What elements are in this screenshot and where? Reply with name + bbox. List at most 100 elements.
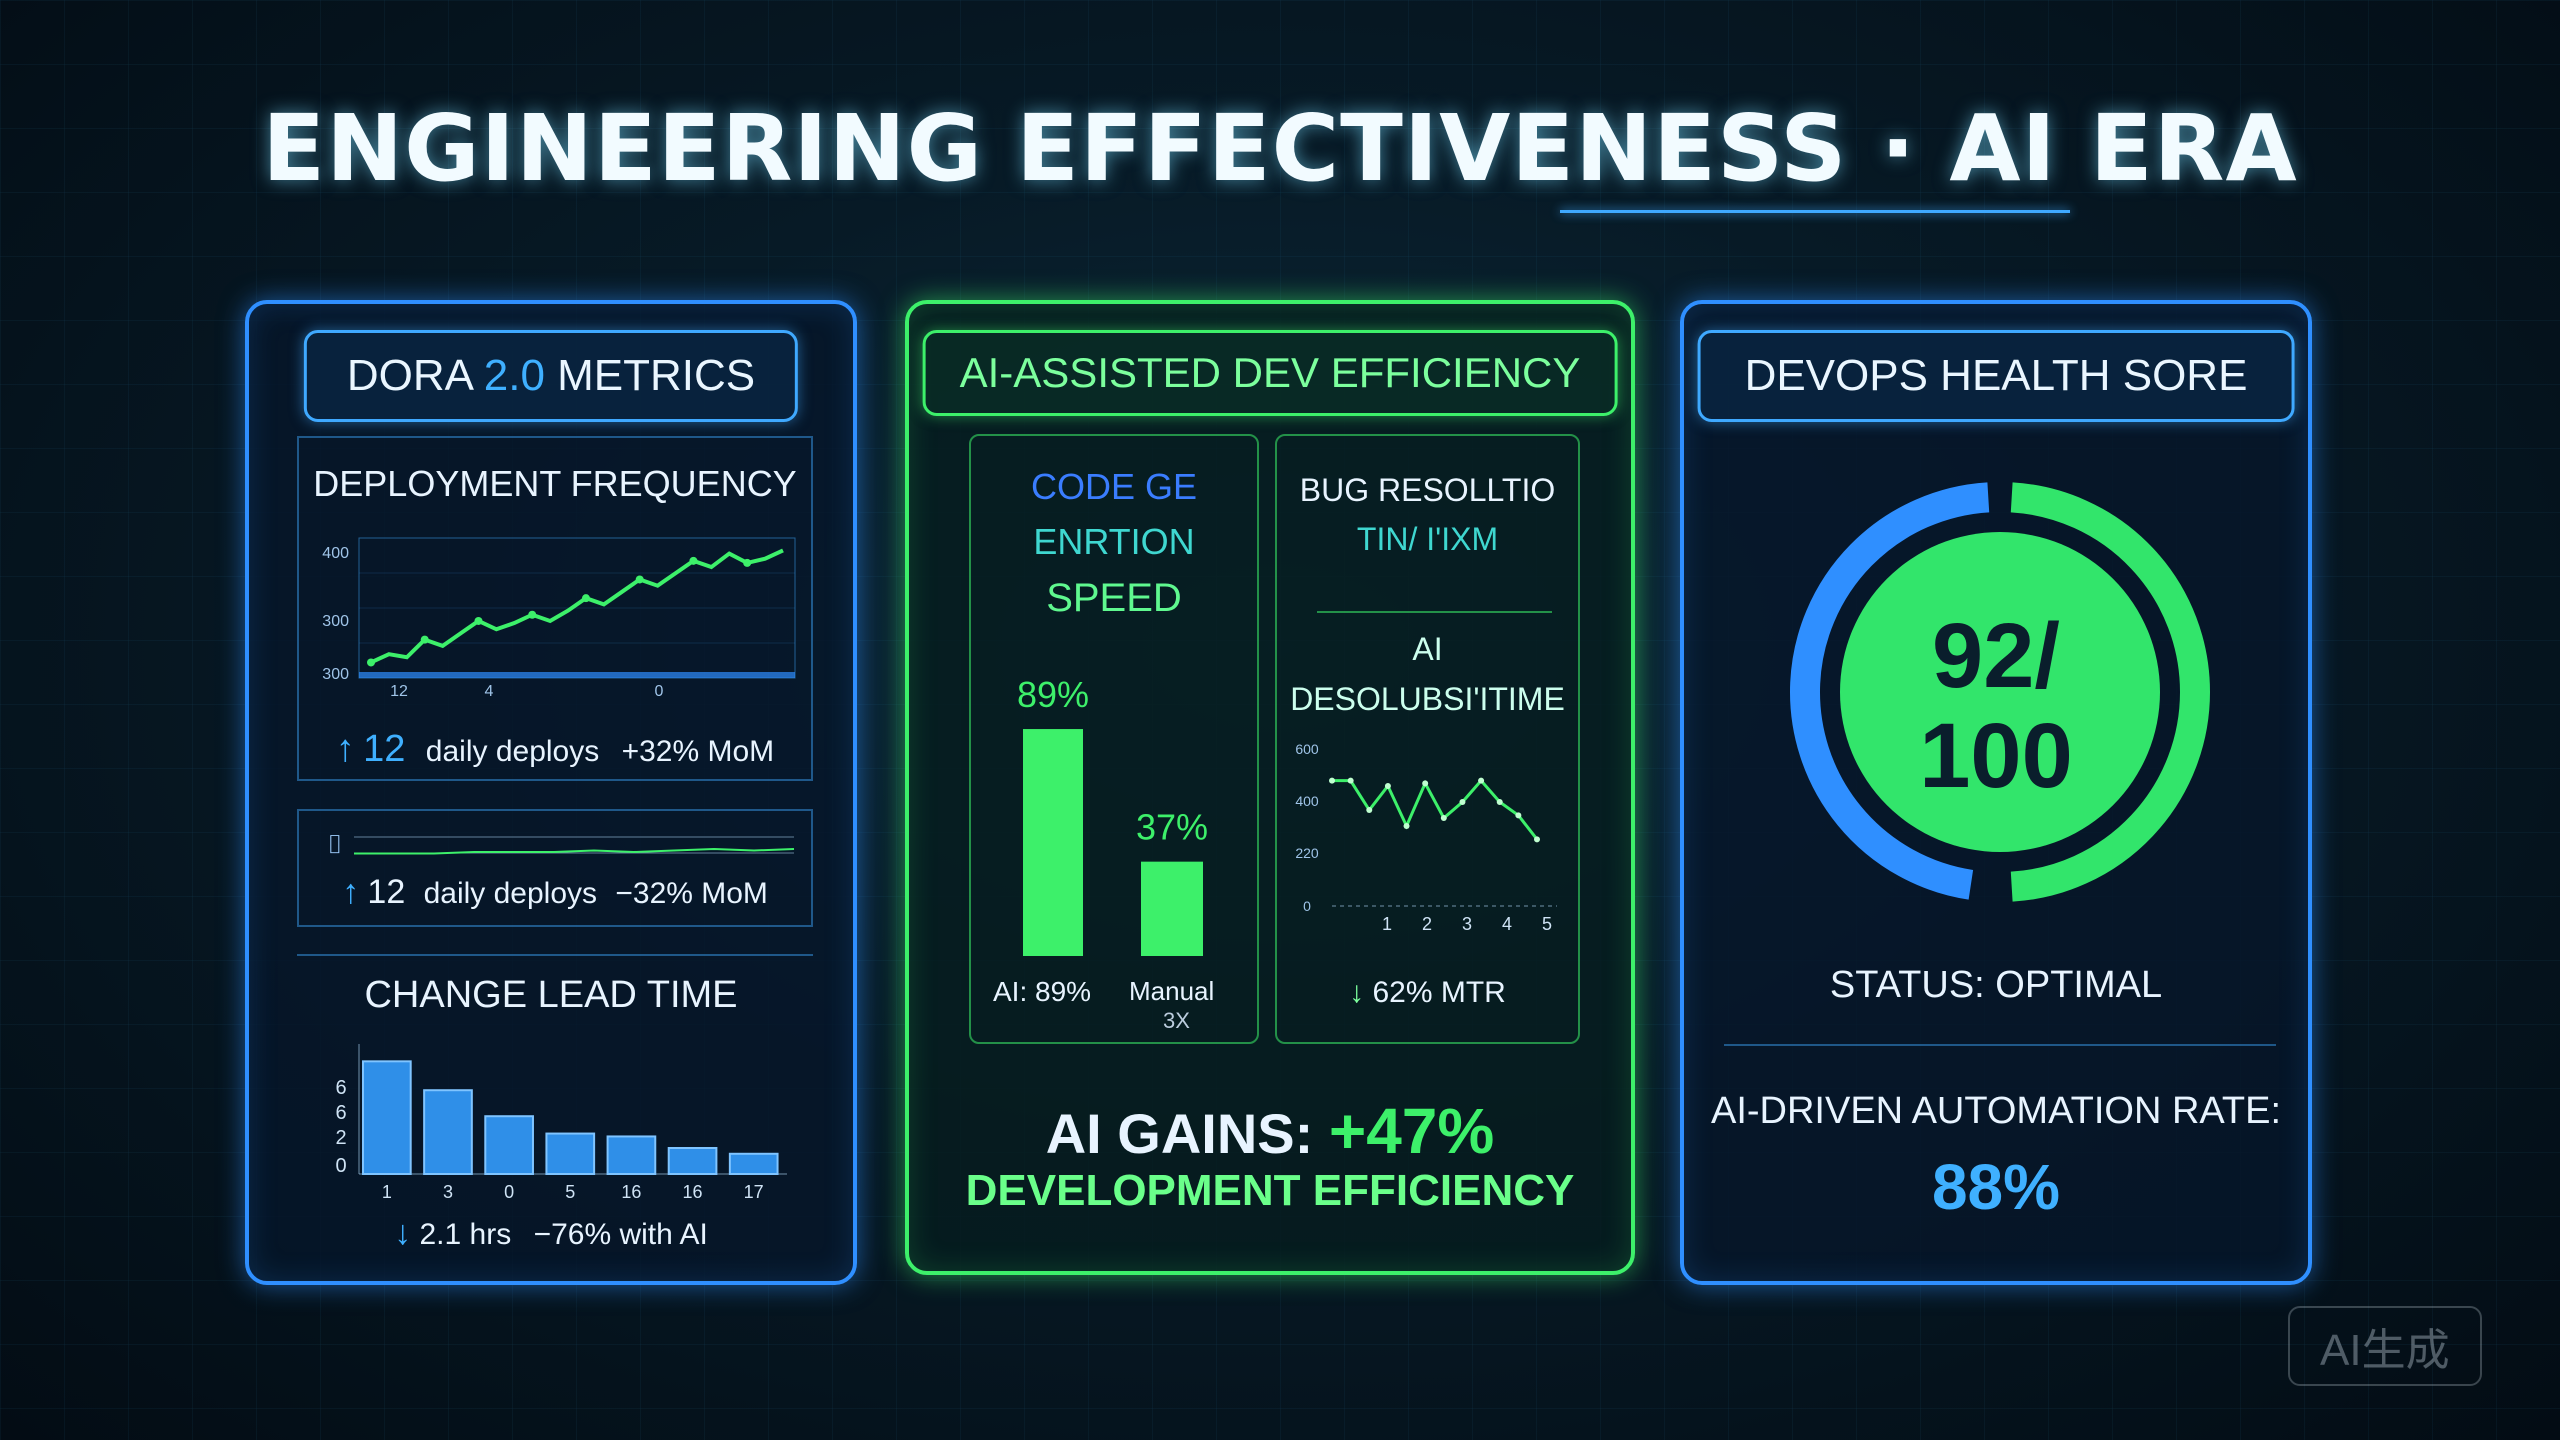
code-generation-card: CODE GE ENRTION SPEED 89% 37% AI: 89% Man… (969, 434, 1259, 1044)
mini-stat-value: 12 (367, 873, 406, 911)
mini-series-line (354, 847, 795, 855)
axis-band (359, 672, 795, 678)
bug-series-line (1332, 778, 1539, 841)
x-tick-label: 3 (443, 1182, 453, 1202)
arrow-up-icon: ↑ (342, 873, 360, 911)
lead-stat-value: 2.1 hrs (419, 1218, 512, 1251)
x-tick-label: 4 (1502, 914, 1512, 934)
deployment-frequency-stat: ↑ 12 daily deploys +32% MoM (299, 728, 811, 771)
deploy-stat-change: +32% MoM (621, 735, 775, 768)
x-tick-label: 2 (1422, 914, 1432, 934)
x-tick-label: 16 (621, 1182, 641, 1202)
y-tick-label: 0 (1303, 898, 1311, 914)
x-tick-label: 16 (683, 1182, 703, 1202)
dora-metrics-heading: DORA 2.0 METRICS (303, 330, 799, 422)
y-tick-label: 300 (322, 666, 349, 683)
change-lead-time-title: CHANGE LEAD TIME (364, 974, 738, 1016)
data-point (635, 575, 644, 584)
x-tick-label: 0 (655, 683, 664, 700)
y-tick-label: 300 (322, 613, 349, 630)
data-point (367, 658, 375, 667)
data-point (1422, 780, 1429, 787)
devops-health-panel: DEVOPS HEALTH SORE 92/ 100 STATUS: OPTIM… (1680, 300, 2312, 1285)
ai-gains-caption: DEVELOPMENT EFFICIENCY (965, 1166, 1575, 1215)
ai-efficiency-panel: AI-ASSISTED DEV EFFICIENCY CODE GE ENRTI… (905, 300, 1635, 1275)
code-generation-chart: 89% 37% (1017, 674, 1208, 956)
page-title: ENGINEERING EFFECTIVENESS · AI ERA (262, 95, 2298, 202)
lead-time-bar (423, 1089, 473, 1175)
y-tick-label: 6 (335, 1102, 346, 1124)
data-point (1384, 783, 1391, 789)
divider (297, 954, 813, 956)
deployment-frequency-chart: 400 300 300 12 4 0 (322, 537, 796, 700)
health-score-line-1: 92/ (1932, 605, 2060, 707)
health-score-line-2: 100 (1919, 705, 2073, 807)
lead-time-bar (606, 1135, 657, 1175)
y-tick-label: 400 (1295, 793, 1319, 809)
y-tick-label: 600 (1295, 741, 1319, 757)
mini-stat-change: −32% MoM (615, 877, 768, 910)
data-point (581, 594, 590, 603)
data-point (420, 635, 429, 644)
bug-resolution-card: BUG RESOLLTIO TIN/ I'IXM AI DESOLUBSI'IT… (1275, 434, 1580, 1044)
deploy-stat-label: daily deploys (425, 735, 600, 768)
health-score-gauge (1790, 482, 2210, 902)
data-point (1366, 807, 1373, 813)
data-point (1329, 777, 1335, 784)
divider (1317, 611, 1552, 613)
arrow-down-icon: ↓ (394, 1214, 412, 1252)
arrow-down-icon: ↓ (1349, 976, 1365, 1009)
data-point (1403, 823, 1410, 829)
y-tick-label: 6 (335, 1077, 346, 1099)
x-tick-label: 3 (1462, 914, 1472, 934)
mini-deploy-stat: ↑ 12 daily deploys −32% MoM (299, 873, 811, 912)
thermometer-icon: ⌷ (327, 829, 343, 859)
code-gen-bar (1023, 729, 1083, 956)
bug-res-subtitle-1: AI (1412, 631, 1443, 667)
x-tick-label: 5 (1542, 914, 1552, 934)
manual-bar-label: Manual (1129, 976, 1215, 1006)
ai-gains-label: AI GAINS: (1045, 1102, 1329, 1165)
x-tick-label: 4 (485, 683, 494, 700)
bug-res-subtitle-2: DESOLUBSI'ITIME (1290, 681, 1565, 717)
deployment-frequency-title: DEPLOYMENT FREQUENCY (313, 463, 797, 504)
data-point (743, 558, 752, 567)
data-point (474, 616, 483, 625)
data-point (689, 556, 698, 565)
bug-res-title-2: TIN/ I'IXM (1356, 521, 1499, 557)
data-point (1496, 799, 1503, 805)
lead-time-bar (484, 1115, 534, 1175)
bug-res-title-1: BUG RESOLLTIO (1299, 472, 1556, 508)
lead-time-bar (362, 1060, 412, 1175)
gauge-score-arc (2010, 482, 2210, 902)
ai-gains-line: AI GAINS: +47% (909, 1094, 1631, 1168)
mini-stat-label: daily deploys (423, 877, 598, 910)
arrow-up-icon: ↑ (335, 728, 355, 770)
y-tick-label: 0 (335, 1155, 346, 1177)
lead-time-bar (667, 1147, 718, 1175)
automation-rate-label: AI-DRIVEN AUTOMATION RATE: (1710, 1090, 2282, 1132)
x-tick-label: 12 (390, 683, 408, 700)
data-point (1347, 777, 1354, 784)
x-tick-label: 0 (504, 1182, 514, 1202)
y-tick-label: 400 (322, 545, 349, 562)
deployment-frequency-card: DEPLOYMENT FREQUENCY 400 300 300 12 4 0 ↑ 12 … (297, 436, 813, 781)
gauge-core (1840, 532, 2160, 852)
lead-time-bar (545, 1132, 596, 1175)
ai-generated-watermark: AI生成 (2288, 1306, 2482, 1386)
x-tick-label: 1 (382, 1182, 392, 1202)
divider (1724, 1044, 2276, 1046)
code-gen-title-2: ENRTION (1033, 521, 1195, 562)
bug-resolution-chart: 600 400 220 0 1 2 3 4 5 (1295, 741, 1557, 934)
data-point (528, 610, 537, 619)
mini-deploy-chart (354, 836, 795, 855)
code-gen-title-1: CODE GE (1030, 466, 1198, 507)
ai-efficiency-heading: AI-ASSISTED DEV EFFICIENCY (922, 330, 1618, 416)
manual-bar-sublabel: 3X (1163, 1008, 1190, 1033)
gauge-remaining-arc (1790, 482, 1990, 900)
heading-suffix: METRICS (544, 351, 756, 400)
health-status: STATUS: OPTIMAL (1829, 964, 2163, 1006)
data-point (1440, 815, 1447, 821)
deploy-series-line (370, 548, 784, 665)
lead-time-bar (728, 1152, 779, 1175)
